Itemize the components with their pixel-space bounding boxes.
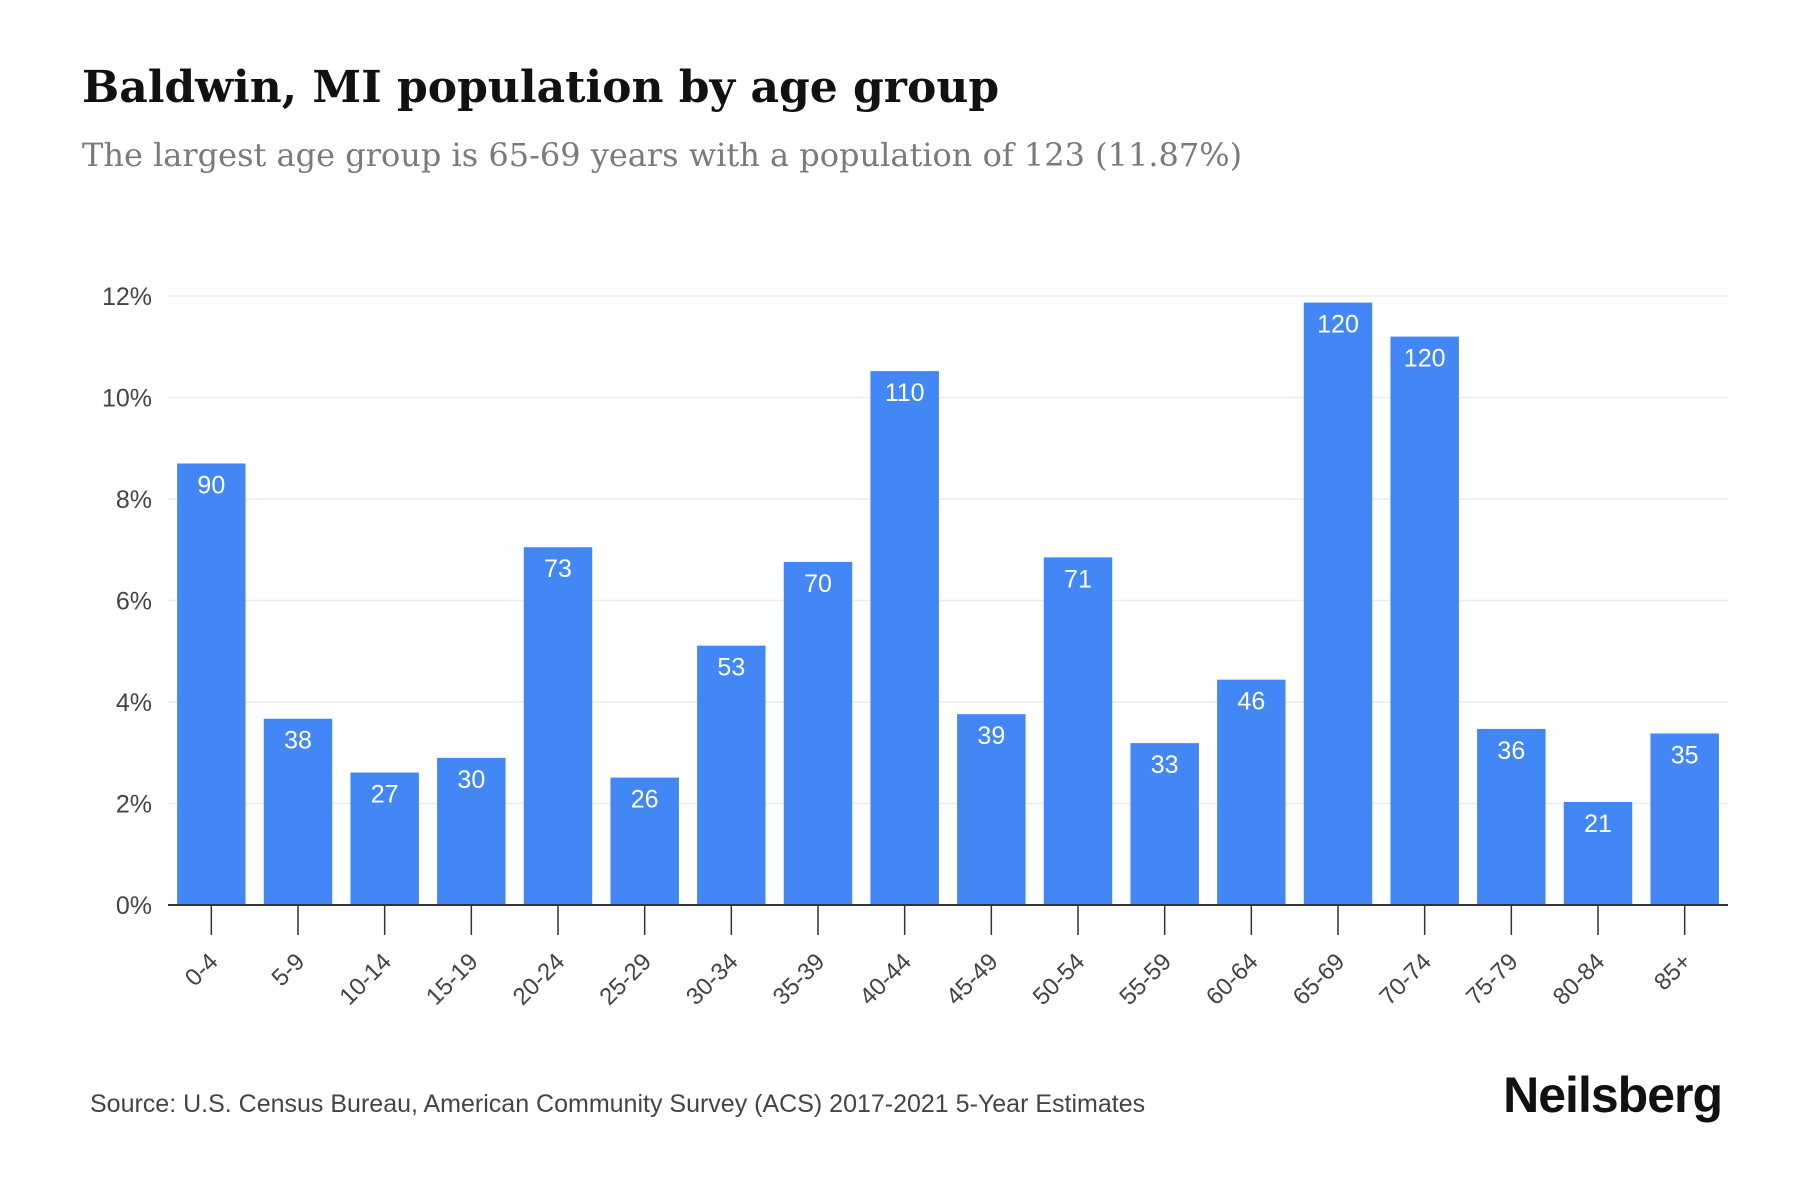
- source-note: Source: U.S. Census Bureau, American Com…: [90, 1090, 1146, 1118]
- y-tick-label: 4%: [116, 689, 152, 717]
- y-tick-label: 6%: [116, 588, 152, 616]
- bar-value-label: 120: [1317, 311, 1359, 339]
- x-tick-label: 20-24: [508, 948, 571, 1011]
- bar-value-label: 53: [717, 654, 745, 682]
- bar: [523, 547, 593, 905]
- x-tick-label: 65-69: [1288, 948, 1351, 1011]
- bar: [697, 645, 766, 905]
- bar-value-label: 73: [544, 555, 572, 583]
- x-tick-label: 40-44: [854, 948, 917, 1011]
- bar-value-label: 21: [1584, 810, 1612, 838]
- bar-value-label: 39: [977, 722, 1005, 750]
- bar: [263, 718, 333, 905]
- bar-value-label: 36: [1497, 737, 1525, 765]
- bar: [1477, 728, 1546, 905]
- bar: [1303, 302, 1373, 905]
- bar: [1390, 336, 1459, 906]
- bar: [1217, 679, 1286, 905]
- bar-value-label: 26: [631, 786, 659, 814]
- x-tick-label: 10-14: [334, 948, 397, 1011]
- x-tick-label: 55-59: [1114, 948, 1177, 1011]
- y-tick-label: 2%: [116, 791, 152, 819]
- bar-value-label: 46: [1237, 688, 1265, 716]
- bar-value-label: 27: [371, 781, 399, 809]
- y-tick-label: 12%: [102, 283, 152, 311]
- y-tick-label: 10%: [102, 385, 152, 413]
- bar: [1130, 743, 1199, 905]
- bar-chart: 0% 2% 4% 6% 8% 10% 12% 90 0-4 38 5-9 27 10-14 30 15-19…: [102, 283, 1728, 1011]
- x-tick-label: 45-49: [941, 948, 1004, 1011]
- chart-title: Baldwin, MI population by age group: [82, 62, 1000, 113]
- bar: [783, 561, 853, 905]
- x-tick-label: 85+: [1649, 948, 1697, 996]
- bar: [1650, 733, 1719, 905]
- bar: [957, 714, 1026, 905]
- bar: [437, 757, 506, 905]
- x-tick-label: 5-9: [267, 948, 311, 992]
- bar-value-label: 90: [197, 471, 225, 499]
- brand-logo: Neilsberg: [1503, 1067, 1723, 1123]
- x-tick-label: 75-79: [1461, 948, 1524, 1011]
- x-tick-label: 0-4: [180, 948, 224, 992]
- bar: [1563, 801, 1633, 905]
- bar-value-label: 30: [457, 766, 485, 794]
- bar-value-label: 33: [1151, 751, 1179, 779]
- bar-value-label: 120: [1404, 345, 1446, 373]
- x-tick-label: 25-29: [594, 948, 657, 1011]
- y-tick-label: 8%: [116, 486, 152, 514]
- y-tick-label: 0%: [116, 892, 152, 920]
- chart-subtitle: The largest age group is 65-69 years wit…: [82, 136, 1243, 174]
- x-tick-label: 50-54: [1028, 948, 1091, 1011]
- bar-value-label: 71: [1064, 565, 1092, 593]
- x-tick-label: 30-34: [681, 948, 744, 1011]
- x-tick-label: 35-39: [768, 948, 831, 1011]
- bar-value-label: 110: [885, 379, 925, 407]
- bar: [1043, 557, 1113, 905]
- bar-value-label: 35: [1671, 741, 1699, 769]
- bar: [177, 463, 246, 905]
- x-tick-label: 80-84: [1548, 948, 1611, 1011]
- bar-value-label: 38: [284, 727, 312, 755]
- bar: [350, 772, 419, 905]
- bar: [870, 371, 939, 905]
- x-tick-label: 60-64: [1201, 948, 1264, 1011]
- bar-value-label: 70: [804, 570, 832, 598]
- bar: [610, 777, 679, 905]
- x-tick-label: 70-74: [1374, 948, 1437, 1011]
- x-tick-label: 15-19: [421, 948, 484, 1011]
